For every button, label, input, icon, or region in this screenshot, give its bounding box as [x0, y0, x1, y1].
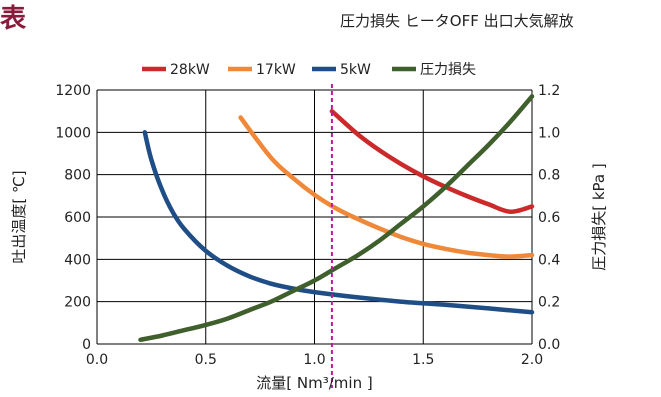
- y-right-tick-label: 0.0: [538, 337, 560, 353]
- x-tick-label: 1.5: [412, 352, 434, 368]
- tick-labels: 0.0 0.5 1.0 1.5 2.0 0 200 400 600 800 1000 1200 0.0 0…: [55, 83, 560, 368]
- corner-mark: 表: [0, 4, 27, 34]
- series-line-5kW: [142, 130, 535, 315]
- legend: 28kW 17kW 5kW 圧力損失: [142, 62, 476, 78]
- legend-label: 17kW: [256, 62, 296, 78]
- y-left-tick-label: 600: [64, 210, 91, 226]
- x-tick-label: 1.0: [303, 352, 325, 368]
- series-lines: [138, 94, 535, 343]
- y-left-tick-label: 800: [64, 168, 91, 184]
- x-tick-label: 0.0: [86, 352, 108, 368]
- y-left-tick-label: 1200: [55, 83, 91, 99]
- y-right-tick-label: 0.4: [538, 252, 560, 268]
- chart-grid: [96, 89, 533, 345]
- y-left-tick-label: 1000: [55, 125, 91, 141]
- y-left-tick-label: 0: [82, 337, 91, 353]
- x-tick-label: 0.5: [195, 352, 217, 368]
- x-axis-label: 流量[ Nm³/min ]: [256, 374, 372, 392]
- series-line-圧力損失: [138, 94, 535, 343]
- y-axis-right-label: 圧力損失[ kPa ]: [590, 163, 608, 271]
- y-right-tick-label: 1.2: [538, 83, 560, 99]
- x-tick-label: 2.0: [521, 352, 543, 368]
- legend-label: 圧力損失: [420, 62, 476, 78]
- y-right-tick-label: 0.8: [538, 168, 560, 184]
- y-left-tick-label: 400: [64, 252, 91, 268]
- legend-label: 28kW: [170, 62, 210, 78]
- y-axis-left-label: 吐出温度[ ℃]: [10, 170, 28, 263]
- chart-title: 圧力損失 ヒータOFF 出口大気解放: [340, 12, 574, 30]
- series-line-28kW: [329, 108, 535, 214]
- y-left-tick-label: 200: [64, 295, 91, 311]
- y-right-tick-label: 0.2: [538, 295, 560, 311]
- y-right-tick-label: 0.6: [538, 210, 560, 226]
- legend-label: 5kW: [340, 62, 371, 78]
- y-right-tick-label: 1.0: [538, 125, 560, 141]
